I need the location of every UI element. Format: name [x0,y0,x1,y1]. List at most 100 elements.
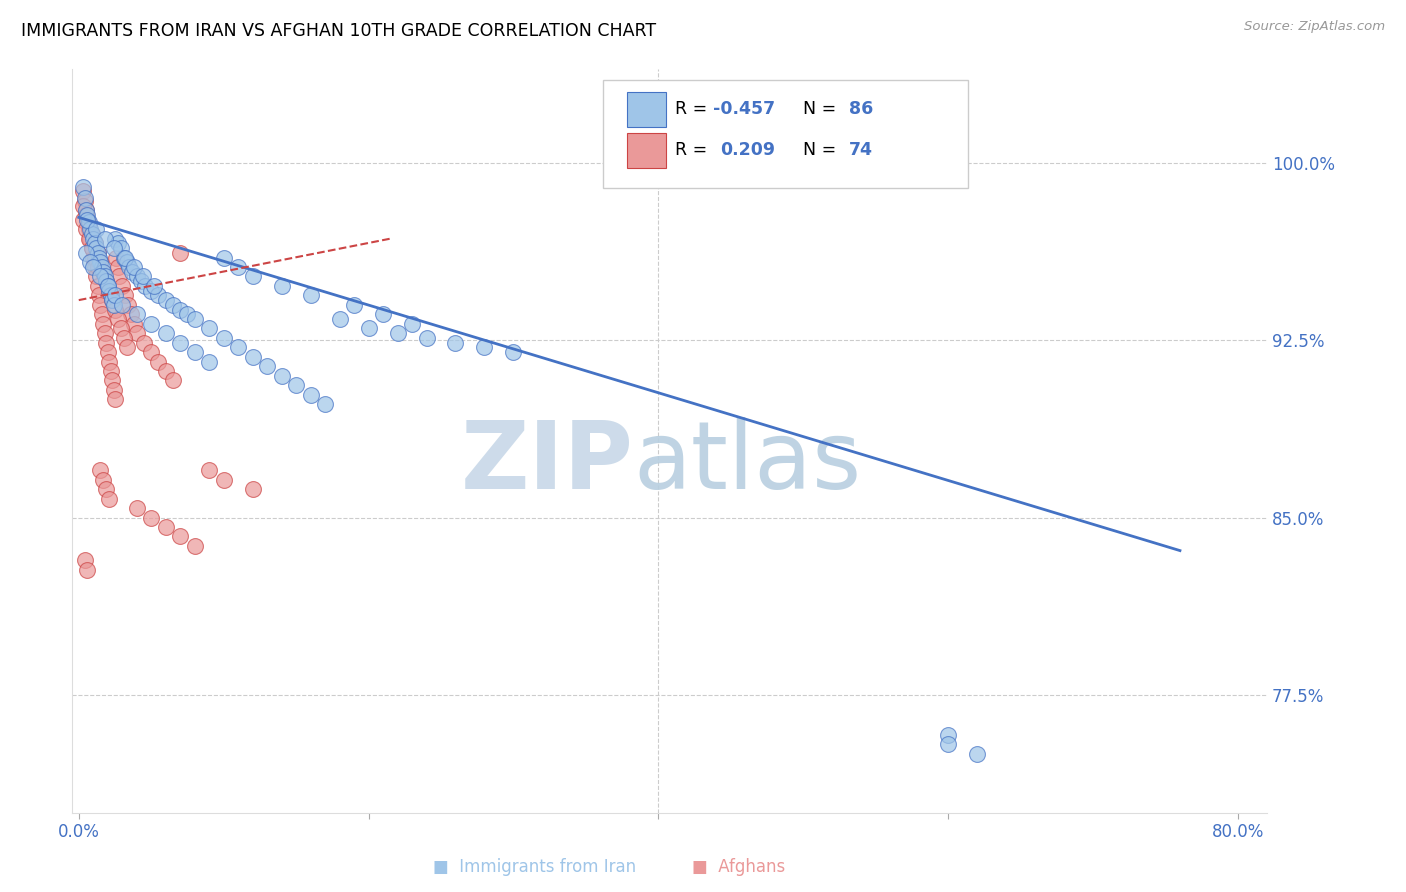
Point [104,392,127,407]
Point [143,279,166,293]
Point [155,364,177,378]
Point [72,198,94,212]
Point [82,260,104,274]
Point [169,302,191,317]
Point [86,245,108,260]
Point [242,269,264,284]
Point [73,192,96,206]
Point [89,255,111,269]
Point [415,331,437,345]
Point [89,463,111,477]
Point [155,520,177,534]
Point [86,279,108,293]
Point [84,241,107,255]
Point [83,236,105,251]
Point [212,251,235,265]
Point [98,354,121,368]
Point [299,288,322,302]
Point [966,747,988,761]
Point [122,317,145,331]
Point [270,279,292,293]
Point [198,354,221,368]
Point [86,245,108,260]
Point [256,359,278,374]
Point [80,241,103,255]
Point [96,274,118,288]
Point [76,208,98,222]
Text: ■  Immigrants from Iran: ■ Immigrants from Iran [433,858,636,876]
Point [502,345,524,359]
Point [169,245,191,260]
Point [75,222,97,236]
Point [110,241,132,255]
Point [77,218,100,232]
Point [148,354,170,368]
Text: 74: 74 [848,142,873,160]
Point [121,265,143,279]
Point [97,279,120,293]
Point [936,737,959,751]
Point [198,463,221,477]
Point [76,212,98,227]
Point [329,312,352,326]
Point [242,482,264,496]
Point [155,326,177,341]
Point [73,553,96,567]
Point [86,260,108,274]
Text: ZIP: ZIP [461,417,633,509]
Point [105,251,128,265]
Point [169,335,191,350]
Point [226,340,249,354]
Point [96,274,118,288]
Text: IMMIGRANTS FROM IRAN VS AFGHAN 10TH GRADE CORRELATION CHART: IMMIGRANTS FROM IRAN VS AFGHAN 10TH GRAD… [21,22,657,40]
Point [103,383,125,397]
Point [115,255,138,269]
Point [155,293,177,307]
Point [82,251,104,265]
Point [97,279,120,293]
Point [125,326,148,341]
Point [474,340,496,354]
Point [112,251,135,265]
Point [87,251,110,265]
Point [357,321,380,335]
Point [104,232,127,246]
Point [84,269,107,284]
Point [936,728,959,742]
Point [148,288,170,302]
Point [120,307,142,321]
Point [96,482,118,496]
Point [314,397,336,411]
Point [125,307,148,321]
Point [98,284,121,298]
Point [103,241,125,255]
Point [79,232,101,246]
Point [94,269,117,284]
Point [107,312,129,326]
Point [79,222,101,236]
Text: N =: N = [793,142,842,160]
Point [89,269,111,284]
Point [141,317,163,331]
Point [111,298,134,312]
Point [122,260,145,274]
Point [79,255,101,269]
Point [89,298,111,312]
Point [75,208,97,222]
Point [141,284,163,298]
Point [125,501,148,516]
Point [76,562,98,576]
Point [212,331,235,345]
Point [89,255,111,269]
Text: -0.457: -0.457 [713,101,776,119]
Text: 0.209: 0.209 [721,142,776,160]
Point [98,284,121,298]
Point [83,260,105,274]
Point [75,245,97,260]
FancyBboxPatch shape [603,79,969,187]
Point [117,298,139,312]
Point [212,473,235,487]
Point [73,194,96,208]
Point [242,350,264,364]
Point [75,203,97,218]
